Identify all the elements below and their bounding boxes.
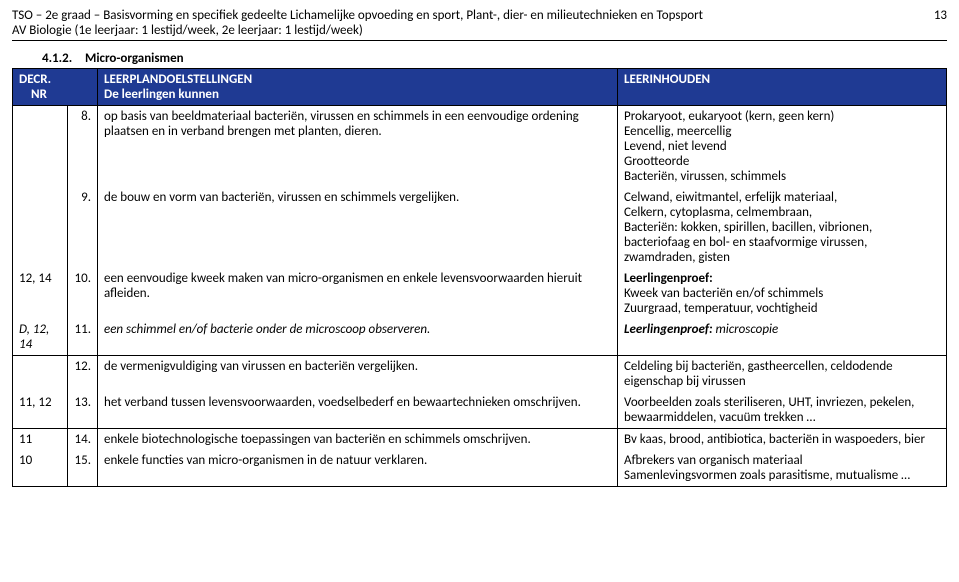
inhoud-line: Afbrekers van organisch materiaal (624, 453, 940, 468)
inhoud-bold: Leerlingenproef: (624, 322, 713, 337)
cell-doel: enkele functies van micro-organismen in … (98, 450, 618, 487)
th-decr-nr: DECR. NR (13, 69, 98, 106)
th-decr: DECR. (19, 72, 51, 87)
page-number: 13 (934, 8, 947, 23)
inhoud-line: Celwand, eiwitmantel, erfelijk materiaal… (624, 190, 940, 205)
cell-inhoud: Bv kaas, brood, antibiotica, bacteriën i… (618, 429, 947, 451)
table-row: 11, 12 13. het verband tussen levensvoor… (13, 392, 947, 429)
inhoud-italic: microscopie (713, 322, 779, 337)
cell-nr: 13. (68, 392, 98, 429)
section-text: Micro-organismen (85, 51, 184, 66)
cell-doel: een schimmel en/of bacterie onder de mic… (98, 319, 618, 356)
th-leerplan-l1: LEERPLANDOELSTELLINGEN (104, 72, 252, 87)
cell-decr (13, 187, 68, 268)
th-leerplan-l2: De leerlingen kunnen (104, 87, 219, 102)
header-line1: TSO – 2e graad – Basisvorming en specifi… (12, 8, 918, 23)
cell-inhoud: Afbrekers van organisch materiaal Samenl… (618, 450, 947, 487)
cell-inhoud: Voorbeelden zoals steriliseren, UHT, inv… (618, 392, 947, 429)
cell-decr (13, 356, 68, 393)
cell-inhoud: Celwand, eiwitmantel, erfelijk materiaal… (618, 187, 947, 268)
inhoud-bold: Leerlingenproef: (624, 271, 713, 286)
cell-inhoud: Leerlingenproef: Kweek van bacteriën en/… (618, 268, 947, 319)
cell-nr: 10. (68, 268, 98, 319)
inhoud-line: Samenlevingsvormen zoals parasitisme, mu… (624, 468, 940, 483)
table-row: 10 15. enkele functies van micro-organis… (13, 450, 947, 487)
th-leerplan: LEERPLANDOELSTELLINGEN De leerlingen kun… (98, 69, 618, 106)
inhoud-line: Celkern, cytoplasma, celmembraan, (624, 205, 940, 220)
th-nr: NR (19, 87, 47, 102)
cell-nr: 8. (68, 106, 98, 188)
cell-nr: 15. (68, 450, 98, 487)
cell-decr (13, 106, 68, 188)
cell-decr: 10 (13, 450, 68, 487)
cell-doel: een eenvoudige kweek maken van micro-org… (98, 268, 618, 319)
inhoud-line: Bv kaas, brood, antibiotica, bacteriën i… (624, 432, 940, 447)
table-row: 12, 14 10. een eenvoudige kweek maken va… (13, 268, 947, 319)
cell-doel: de bouw en vorm van bacteriën, virussen … (98, 187, 618, 268)
page-header: TSO – 2e graad – Basisvorming en specifi… (12, 8, 947, 41)
th-inhoud-text: LEERINHOUDEN (624, 72, 710, 87)
inhoud-line: Zuurgraad, temperatuur, vochtigheid (624, 301, 940, 316)
cell-decr: D, 12, 14 (13, 319, 68, 356)
inhoud-line: Eencellig, meercellig (624, 124, 940, 139)
table-row: 11 14. enkele biotechnologische toepassi… (13, 429, 947, 451)
table-row: 8. op basis van beeldmateriaal bacteriën… (13, 106, 947, 188)
cell-nr: 14. (68, 429, 98, 451)
cell-doel: het verband tussen levensvoorwaarden, vo… (98, 392, 618, 429)
inhoud-line: Voorbeelden zoals steriliseren, UHT, inv… (624, 395, 940, 425)
cell-inhoud: Leerlingenproef: microscopie (618, 319, 947, 356)
section-title: 4.1.2. Micro-organismen (42, 51, 947, 66)
cell-doel: enkele biotechnologische toepassingen va… (98, 429, 618, 451)
curriculum-table: DECR. NR LEERPLANDOELSTELLINGEN De leerl… (12, 68, 947, 487)
cell-nr: 9. (68, 187, 98, 268)
cell-nr: 12. (68, 356, 98, 393)
section-num: 4.1.2. (42, 51, 82, 66)
inhoud-line: Bacteriën, virussen, schimmels (624, 169, 940, 184)
cell-decr: 11 (13, 429, 68, 451)
header-line2: AV Biologie (1e leerjaar: 1 lestijd/week… (12, 23, 918, 38)
cell-doel: de vermenigvuldiging van virussen en bac… (98, 356, 618, 393)
inhoud-line: Grootteorde (624, 154, 940, 169)
table-row: 12. de vermenigvuldiging van virussen en… (13, 356, 947, 393)
inhoud-line: Kweek van bacteriën en/of schimmels (624, 286, 940, 301)
inhoud-line: Prokaryoot, eukaryoot (kern, geen kern) (624, 109, 940, 124)
cell-inhoud: Prokaryoot, eukaryoot (kern, geen kern) … (618, 106, 947, 188)
cell-nr: 11. (68, 319, 98, 356)
inhoud-line: Bacteriën: kokken, spirillen, bacillen, … (624, 220, 940, 265)
cell-decr: 11, 12 (13, 392, 68, 429)
th-inhoud: LEERINHOUDEN (618, 69, 947, 106)
inhoud-line: Celdeling bij bacteriën, gastheercellen,… (624, 359, 940, 389)
table-row: 9. de bouw en vorm van bacteriën, viruss… (13, 187, 947, 268)
table-row: D, 12, 14 11. een schimmel en/of bacteri… (13, 319, 947, 356)
cell-inhoud: Celdeling bij bacteriën, gastheercellen,… (618, 356, 947, 393)
cell-decr: 12, 14 (13, 268, 68, 319)
inhoud-line: Levend, niet levend (624, 139, 940, 154)
cell-doel: op basis van beeldmateriaal bacteriën, v… (98, 106, 618, 188)
